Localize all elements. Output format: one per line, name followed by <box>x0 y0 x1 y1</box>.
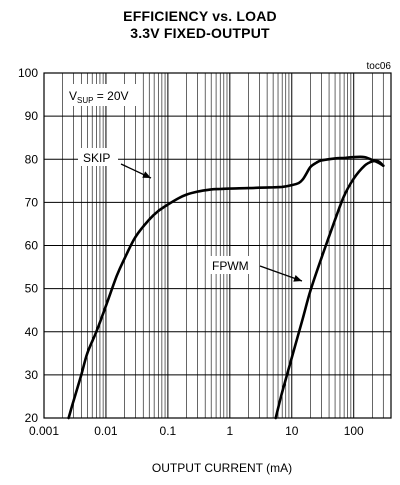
chart-title: EFFICIENCY vs. LOAD <box>123 8 277 24</box>
x-tick-label: 0.01 <box>94 424 118 438</box>
skip-arrow-head <box>142 171 151 178</box>
y-tick-label: 30 <box>25 368 39 382</box>
plot-frame <box>43 72 392 419</box>
y-tick-label: 80 <box>25 152 39 166</box>
annotations: VSUP = 20V SKIP FPWM <box>66 84 303 282</box>
chart-subtitle: 3.3V FIXED-OUTPUT <box>130 25 270 41</box>
figure-id: toc06 <box>367 61 392 72</box>
y-tick-label: 90 <box>25 109 39 123</box>
x-tick-label: 0.001 <box>29 424 59 438</box>
condition-label: VSUP = 20V <box>69 89 129 105</box>
condition-label-bg <box>66 84 140 106</box>
grid-lines <box>43 72 392 419</box>
y-tick-label: 20 <box>25 411 39 425</box>
x-tick-label: 10 <box>285 424 299 438</box>
fpwm-arrow-head <box>293 275 302 282</box>
y-tick-label: 40 <box>25 325 39 339</box>
skip-label-bg <box>78 148 118 166</box>
plot-border <box>43 72 392 419</box>
fpwm-label-bg <box>208 256 258 274</box>
y-tick-label: 60 <box>25 239 39 253</box>
x-tick-label: 100 <box>344 424 364 438</box>
series-line-skip <box>67 155 385 420</box>
y-tick-label: 70 <box>25 195 39 209</box>
x-tick-label: 1 <box>226 424 233 438</box>
x-tick-label: 0.1 <box>160 424 177 438</box>
y-tick-label: 100 <box>18 66 38 80</box>
series-line-fpwm <box>274 159 385 420</box>
y-tick-label: 50 <box>25 282 39 296</box>
fpwm-label: FPWM <box>212 259 249 273</box>
x-axis-label: OUTPUT CURRENT (mA) <box>152 461 292 475</box>
skip-label: SKIP <box>83 151 110 165</box>
tick-labels: 0.001 0.01 0.1 1 10 100 20 30 40 50 60 70 80 90 100 <box>18 66 364 438</box>
series-lines <box>67 155 385 420</box>
